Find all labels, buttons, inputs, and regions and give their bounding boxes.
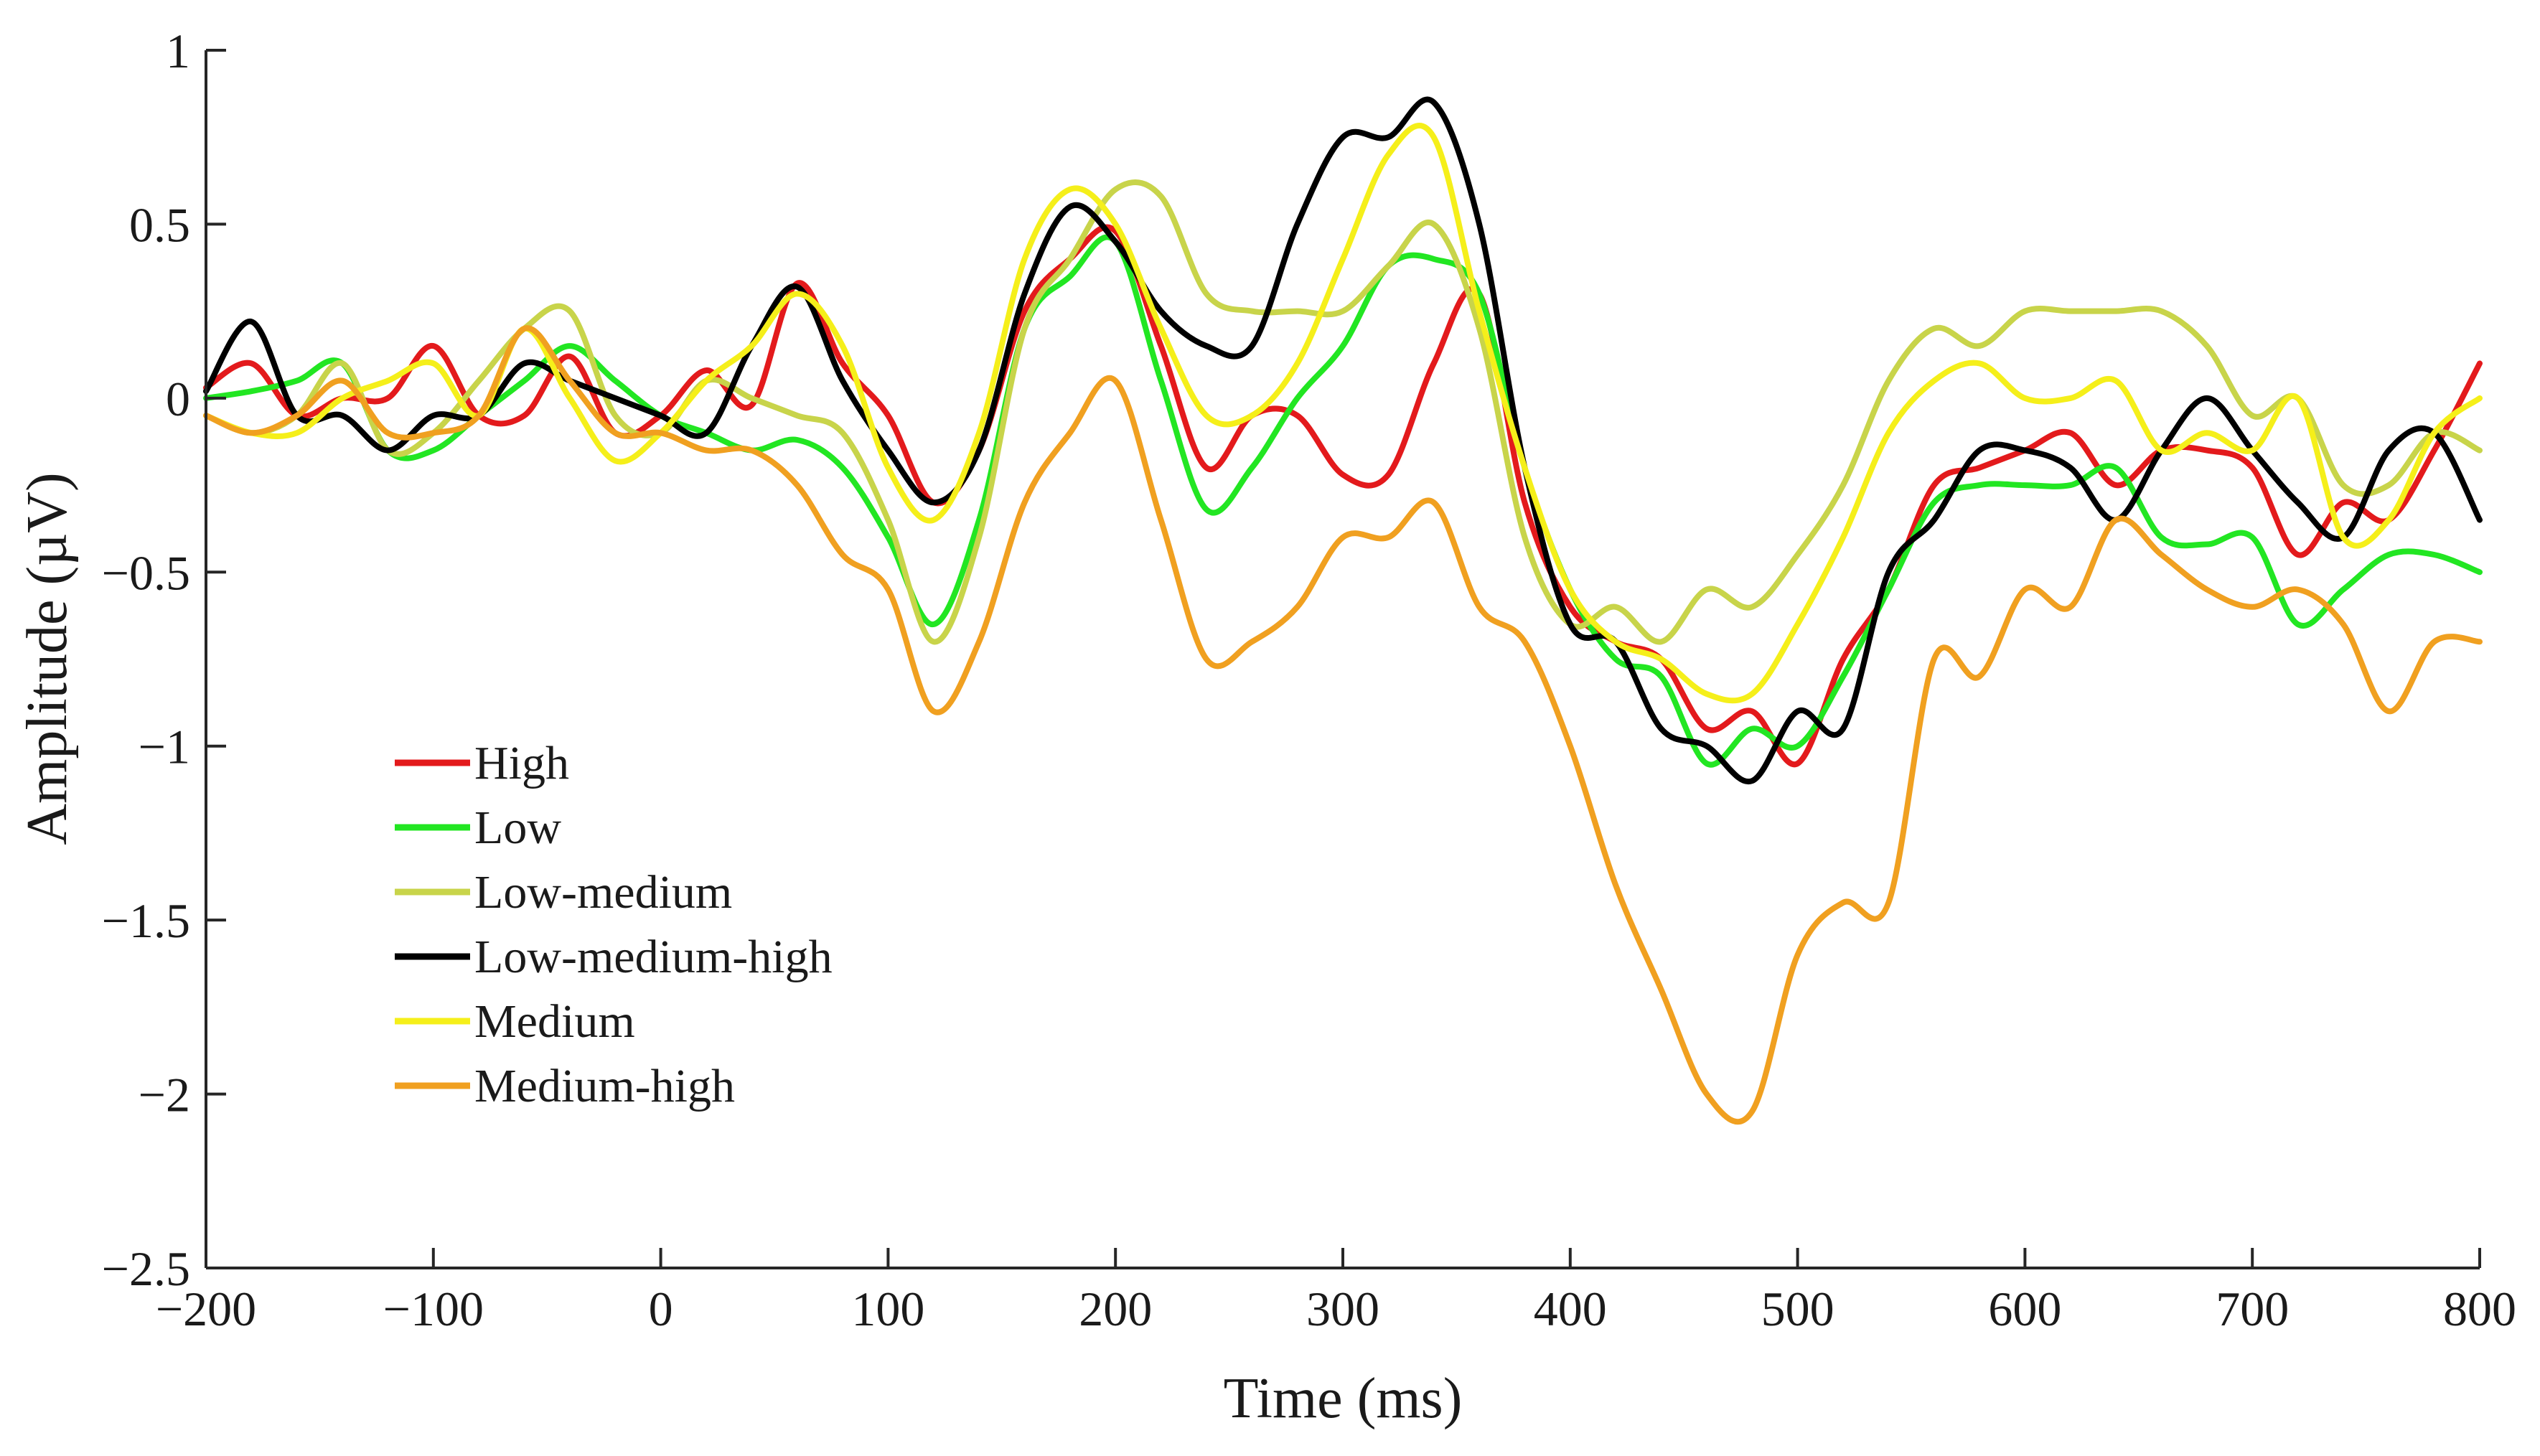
y-tick-label: −1 — [139, 720, 190, 774]
legend-label-low: Low — [474, 802, 561, 854]
x-tick-label: 300 — [1306, 1282, 1379, 1336]
y-tick-label: −0.5 — [102, 545, 190, 600]
x-tick-label: 500 — [1761, 1282, 1834, 1336]
x-tick-label: 700 — [2216, 1282, 2289, 1336]
x-tick-label: −100 — [383, 1282, 484, 1336]
x-tick-label: −200 — [156, 1282, 256, 1336]
y-tick-label: −2 — [139, 1068, 190, 1122]
series-line-medium — [203, 123, 2483, 704]
series-line-medium-high — [203, 325, 2483, 1124]
legend-label-medium: Medium — [474, 995, 635, 1048]
y-tick-label: −2.5 — [102, 1241, 190, 1296]
legend: High Low Low-medium Low-medium-high Medium Me… — [395, 737, 833, 1112]
series-lines — [203, 96, 2483, 1124]
y-axis-title: Amplitude (µV) — [16, 472, 79, 845]
series-line-low-medium — [203, 179, 2483, 645]
x-tick-label: 800 — [2443, 1282, 2516, 1336]
legend-label-low-medium-high: Low-medium-high — [474, 931, 833, 983]
y-tick-label: 0 — [166, 372, 190, 426]
axis-ticks: −200 −100 0 100 200 300 400 500 600 700 800 1 0.5 0 −0… — [102, 24, 2516, 1336]
x-axis-title: Time (ms) — [1224, 1367, 1463, 1430]
x-tick-label: 200 — [1079, 1282, 1152, 1336]
y-tick-label: 1 — [166, 24, 190, 78]
legend-label-low-medium: Low-medium — [474, 866, 732, 919]
legend-label-medium-high: Medium-high — [474, 1060, 735, 1112]
x-tick-label: 0 — [649, 1282, 673, 1336]
legend-label-high: High — [474, 737, 569, 789]
series-line-low-medium-high — [203, 96, 2483, 785]
series-line-low — [203, 234, 2483, 768]
x-tick-label: 400 — [1534, 1282, 1607, 1336]
x-tick-label: 100 — [851, 1282, 924, 1336]
x-tick-label: 600 — [1988, 1282, 2061, 1336]
y-tick-label: −1.5 — [102, 893, 190, 948]
y-tick-label: 0.5 — [129, 197, 190, 252]
